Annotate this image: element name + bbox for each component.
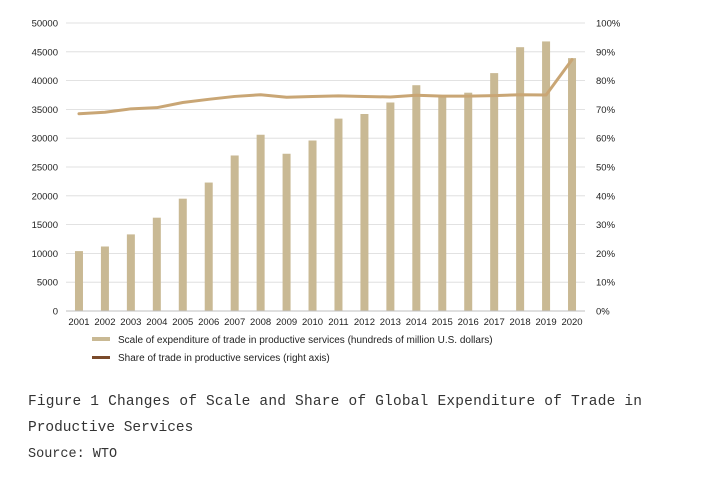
y-left-tick-label: 35000	[32, 105, 58, 116]
x-tick-label: 2017	[484, 317, 505, 328]
x-tick-label: 2005	[172, 317, 193, 328]
gridlines	[66, 22, 585, 283]
x-tick-label: 2013	[380, 317, 401, 328]
bar	[360, 114, 369, 312]
y-right-tick-label: 80%	[596, 76, 616, 87]
bar	[438, 95, 447, 312]
bar	[126, 234, 135, 311]
y-right-tick-label: 90%	[596, 47, 616, 58]
y-right-tick-label: 100%	[596, 19, 621, 30]
legend-label-scale: Scale of expenditure of trade in product…	[118, 335, 493, 346]
x-tick-label: 2018	[510, 317, 531, 328]
y-right-tick-label: 60%	[596, 134, 616, 145]
x-tick-label: 2003	[120, 317, 141, 328]
bar	[412, 85, 421, 311]
bar	[256, 134, 265, 311]
y-right-tick-label: 10%	[596, 278, 616, 289]
y-left-tick-label: 20000	[32, 191, 58, 202]
y-left-tick-label: 30000	[32, 134, 58, 145]
bar-series	[74, 41, 577, 312]
legend-label-share: Share of trade in productive services (r…	[118, 353, 330, 364]
figure-caption-line1: Figure 1 Changes of Scale and Share of G…	[28, 394, 643, 410]
x-tick-label: 2015	[432, 317, 453, 328]
bar	[490, 73, 499, 311]
x-tick-label: 2001	[68, 317, 89, 328]
bar	[334, 118, 343, 311]
bar	[464, 92, 473, 311]
x-tick-label: 2008	[250, 317, 271, 328]
share-line	[77, 58, 574, 116]
legend-swatch-share	[92, 356, 110, 359]
bar	[282, 153, 291, 311]
bar	[178, 198, 187, 311]
figure-source: Source: WTO	[28, 447, 118, 462]
x-tick-label: 2004	[146, 317, 167, 328]
y-right-tick-label: 70%	[596, 105, 616, 116]
x-tick-label: 2016	[458, 317, 479, 328]
bar	[386, 102, 395, 311]
bar	[542, 41, 551, 311]
bar	[308, 140, 317, 311]
y-right-tick-label: 40%	[596, 191, 616, 202]
y-right-tick-label: 0%	[596, 307, 610, 318]
legend: Scale of expenditure of trade in product…	[92, 335, 493, 364]
y-right-tick-label: 30%	[596, 220, 616, 231]
x-tick-label: 2006	[198, 317, 219, 328]
x-tick-label: 2020	[561, 317, 582, 328]
x-tick-label: 2012	[354, 317, 375, 328]
bar	[74, 251, 83, 311]
bar	[568, 58, 577, 311]
y-left-tick-label: 50000	[32, 19, 58, 30]
bar	[516, 47, 525, 311]
x-tick-label: 2019	[536, 317, 557, 328]
y-left-tick-label: 40000	[32, 76, 58, 87]
y-left-tick-label: 10000	[32, 249, 58, 260]
y-left-tick-label: 15000	[32, 220, 58, 231]
y-left-tick-label: 45000	[32, 47, 58, 58]
y-left-tick-label: 0	[53, 307, 58, 318]
legend-swatch-scale	[92, 337, 110, 341]
y-right-tick-label: 20%	[596, 249, 616, 260]
bar	[230, 155, 239, 311]
bar	[100, 246, 109, 311]
share-line-series	[77, 58, 574, 116]
y-left-tick-label: 5000	[37, 278, 58, 289]
x-tick-label: 2009	[276, 317, 297, 328]
y-right-tick-label: 50%	[596, 163, 616, 174]
x-tick-label: 2002	[94, 317, 115, 328]
x-tick-label: 2010	[302, 317, 323, 328]
x-tick-label: 2011	[328, 317, 348, 328]
figure-caption-line2: Productive Services	[28, 420, 194, 436]
x-tick-label: 2007	[224, 317, 245, 328]
bar	[204, 182, 213, 311]
combo-chart: 0 5000 10000 15000 20000 25000 30000 35000 40000…	[32, 19, 621, 365]
bar	[152, 217, 161, 311]
x-tick-label: 2014	[406, 317, 427, 328]
y-left-tick-label: 25000	[32, 163, 58, 174]
axes: 0 5000 10000 15000 20000 25000 30000 35000 40000…	[32, 19, 621, 329]
